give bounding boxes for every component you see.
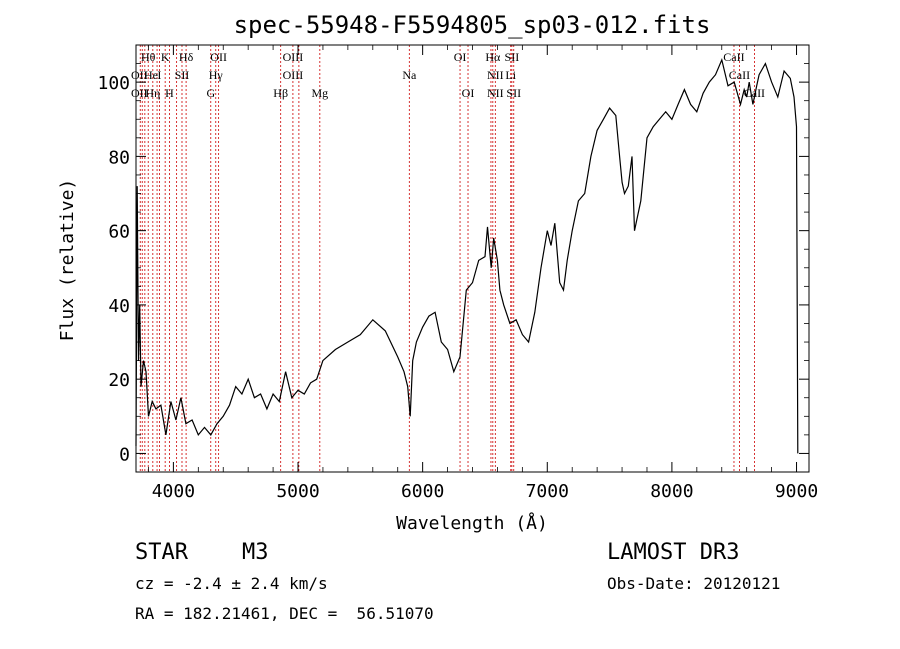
spectral-line-label: CaII [723, 50, 744, 64]
x-tick-label: 4000 [152, 481, 195, 502]
spectral-line-label: SII [506, 86, 521, 100]
spectral-line-label: Na [402, 68, 417, 82]
spectral-line-label: K [161, 50, 170, 64]
spectral-line-label: OI [462, 86, 475, 100]
y-tick-label: 60 [108, 222, 130, 243]
spectral-line-label: Hδ [179, 50, 194, 64]
spectral-line-label: NII [487, 86, 504, 100]
spectral-line-label: OII [131, 86, 148, 100]
spectral-line-label: OI [454, 50, 467, 64]
object-class: STAR [135, 540, 188, 565]
x-tick-label: 9000 [775, 481, 818, 502]
plot-frame [135, 44, 810, 473]
spectral-line-label: G [206, 86, 215, 100]
spectral-line-label: OII [131, 68, 148, 82]
obs-date: Obs-Date: 20120121 [607, 574, 781, 593]
spectral-line-label: He [144, 68, 158, 82]
spectral-line-label: Hη [145, 86, 160, 100]
spectral-line-label: Mg [311, 86, 328, 100]
y-tick-label: 20 [108, 370, 130, 391]
y-axis-label: Flux (relative) [57, 179, 78, 342]
spectral-line-label: OIII [283, 50, 304, 64]
spectral-line-label: OII [210, 50, 227, 64]
spectral-line-label: OIII [283, 68, 304, 82]
spectral-line-label: Hθ [141, 50, 156, 64]
spectral-line-label: Li [505, 68, 516, 82]
x-tick-label: 6000 [401, 481, 444, 502]
y-tick-label: 0 [119, 444, 130, 465]
spectral-line-label: SII [505, 50, 520, 64]
spectral-line-label: I [157, 68, 161, 82]
x-axis-label: Wavelength (Å) [396, 512, 548, 534]
redshift-cz: cz = -2.4 ± 2.4 km/s [135, 574, 328, 593]
spectral-line-label: NII [487, 68, 504, 82]
spectral-line-label: CaII [744, 86, 765, 100]
x-tick-label: 8000 [650, 481, 693, 502]
spectral-line-label: SII [175, 68, 190, 82]
spectral-line-label: Hβ [273, 86, 288, 100]
spectral-line-label: CaII [729, 68, 750, 82]
spectral-line-label: H [165, 86, 174, 100]
chart-title: spec-55948-F5594805_sp03-012.fits [234, 11, 711, 39]
x-tick-label: 7000 [526, 481, 569, 502]
x-tick-label: 5000 [276, 481, 319, 502]
y-tick-label: 100 [97, 73, 130, 94]
spectral-line-label: Hα [485, 50, 501, 64]
spectrum-series [135, 57, 799, 454]
spectral-line-label: Hγ [209, 68, 224, 82]
y-tick-label: 40 [108, 296, 130, 317]
y-tick-label: 80 [108, 147, 130, 168]
survey-name: LAMOST DR3 [607, 540, 740, 565]
object-subclass: M3 [242, 540, 269, 565]
coordinates: RA = 182.21461, DEC = 56.51070 [135, 604, 434, 623]
